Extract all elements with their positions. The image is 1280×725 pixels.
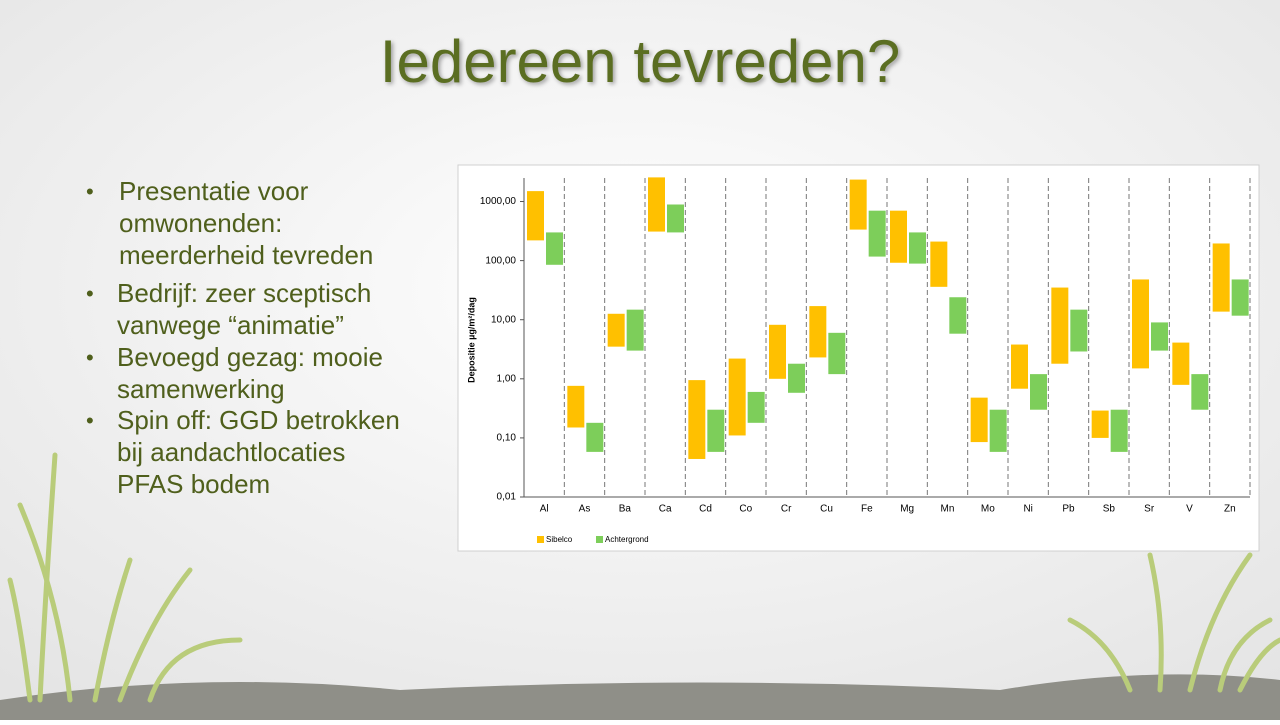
- x-tick-label: Al: [540, 504, 549, 515]
- range-bar: [1191, 374, 1209, 410]
- x-tick-label: Fe: [861, 504, 873, 515]
- bullet-dot: •: [86, 408, 94, 433]
- range-bar: [648, 177, 665, 232]
- range-bar: [949, 297, 967, 334]
- x-tick-label: Ca: [659, 504, 672, 515]
- range-bar: [890, 210, 907, 263]
- range-bar: [688, 380, 706, 459]
- y-axis-label: Depositie µg/m²/dag: [466, 297, 476, 383]
- bullet-text: Presentatie voor: [119, 176, 309, 206]
- range-bar: [1110, 409, 1128, 452]
- bullet-text: samenwerking: [117, 374, 285, 404]
- y-tick-label: 10,00: [491, 314, 516, 325]
- range-bar: [1051, 287, 1069, 364]
- y-tick-label: 1,00: [497, 373, 517, 384]
- range-bar: [1091, 410, 1109, 438]
- range-bar: [849, 179, 867, 230]
- x-tick-label: Cd: [699, 504, 712, 515]
- range-bar: [667, 204, 684, 233]
- range-bar: [868, 210, 886, 257]
- bullet-text: Bevoegd gezag: mooie: [117, 342, 383, 372]
- bullet-dot: •: [86, 179, 94, 204]
- range-bar: [1132, 279, 1149, 369]
- x-tick-label: Ba: [619, 504, 632, 515]
- legend-label: Sibelco: [546, 535, 573, 544]
- range-bar: [1070, 309, 1088, 352]
- range-bar: [930, 241, 948, 287]
- bullet-text: omwonenden:: [119, 208, 282, 238]
- y-tick-label: 100,00: [485, 255, 516, 266]
- x-tick-label: Cu: [820, 504, 833, 515]
- range-bar: [909, 232, 926, 264]
- range-bar: [1151, 322, 1168, 351]
- ground: [0, 674, 1280, 720]
- x-tick-label: Ni: [1023, 504, 1032, 515]
- x-tick-label: Pb: [1062, 504, 1075, 515]
- bullet-text: bij aandachtlocaties: [117, 437, 345, 467]
- range-bar: [747, 391, 765, 423]
- range-bar: [586, 422, 604, 452]
- bullet-text: Spin off: GGD betrokken: [117, 405, 400, 435]
- x-tick-label: V: [1186, 504, 1193, 515]
- bullet-text: Bedrijf: zeer sceptisch: [117, 278, 371, 308]
- x-tick-label: Co: [739, 504, 752, 515]
- range-bar: [809, 306, 827, 358]
- range-bar: [1172, 342, 1190, 385]
- range-bar: [567, 385, 585, 428]
- y-tick-label: 0,10: [497, 433, 517, 444]
- legend-swatch: [596, 536, 603, 543]
- x-tick-label: Cr: [781, 504, 792, 515]
- legend-swatch: [537, 536, 544, 543]
- range-bar: [828, 332, 846, 375]
- range-bar: [1011, 344, 1028, 389]
- x-tick-label: Mg: [900, 504, 914, 515]
- range-bar: [788, 363, 805, 393]
- range-bar: [527, 191, 544, 241]
- range-bar: [1231, 279, 1249, 316]
- bullet-dot: •: [86, 281, 94, 306]
- range-bar: [1030, 374, 1047, 410]
- x-tick-label: Sr: [1144, 504, 1155, 515]
- range-bar: [1212, 243, 1230, 312]
- bullet-text: vanwege “animatie”: [117, 310, 344, 340]
- legend-label: Achtergrond: [605, 535, 649, 544]
- grass: [7, 452, 1280, 703]
- bullet-dot: •: [86, 345, 94, 370]
- x-tick-label: Zn: [1224, 504, 1236, 515]
- range-bar: [607, 313, 625, 347]
- range-bar: [989, 409, 1007, 452]
- range-bar: [626, 309, 644, 351]
- bullet-text: PFAS bodem: [117, 469, 270, 499]
- range-bar: [728, 358, 746, 436]
- x-tick-label: Mo: [981, 504, 995, 515]
- slide-title: Iedereen tevreden?: [380, 28, 900, 95]
- y-tick-label: 1000,00: [480, 196, 517, 207]
- range-bar: [970, 397, 988, 443]
- range-bar: [769, 324, 786, 379]
- bullet-text: meerderheid tevreden: [119, 240, 373, 270]
- x-tick-label: Sb: [1103, 504, 1116, 515]
- x-tick-label: Mn: [941, 504, 955, 515]
- range-bar: [546, 232, 563, 265]
- x-tick-label: As: [579, 504, 591, 515]
- range-bar: [707, 409, 725, 452]
- y-tick-label: 0,01: [497, 492, 517, 503]
